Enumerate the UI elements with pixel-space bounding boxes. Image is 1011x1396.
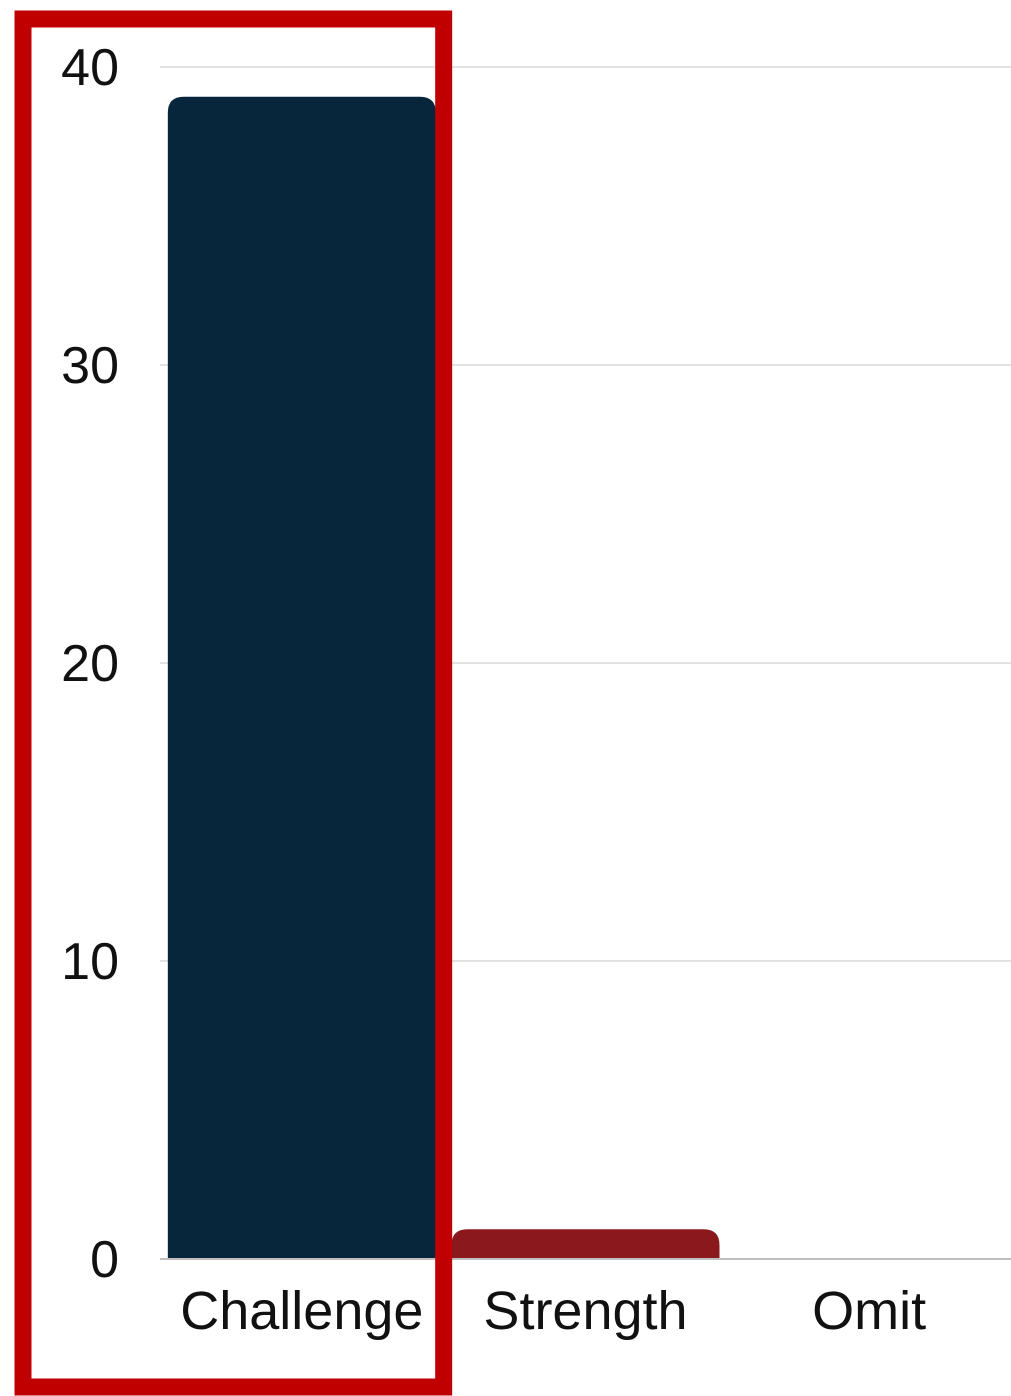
y-tick-label: 40 xyxy=(61,39,119,97)
x-category-label-strength: Strength xyxy=(483,1281,687,1341)
x-axis-category-labels: Challenge Strength Omit xyxy=(180,1281,926,1341)
x-category-label-omit: Omit xyxy=(812,1281,926,1341)
highlight-box-challenge xyxy=(14,10,453,1396)
bar-strength xyxy=(451,1229,720,1259)
y-tick-label: 20 xyxy=(61,635,119,693)
bars xyxy=(167,96,720,1259)
y-tick-label: 30 xyxy=(61,337,119,395)
highlight-overlay xyxy=(14,10,453,1396)
bar-challenge xyxy=(167,96,436,1259)
y-tick-label: 10 xyxy=(61,933,119,991)
y-tick-label: 0 xyxy=(90,1231,119,1289)
x-category-label-challenge: Challenge xyxy=(180,1281,423,1341)
y-axis-ticks: 0 10 20 30 40 xyxy=(61,39,119,1289)
